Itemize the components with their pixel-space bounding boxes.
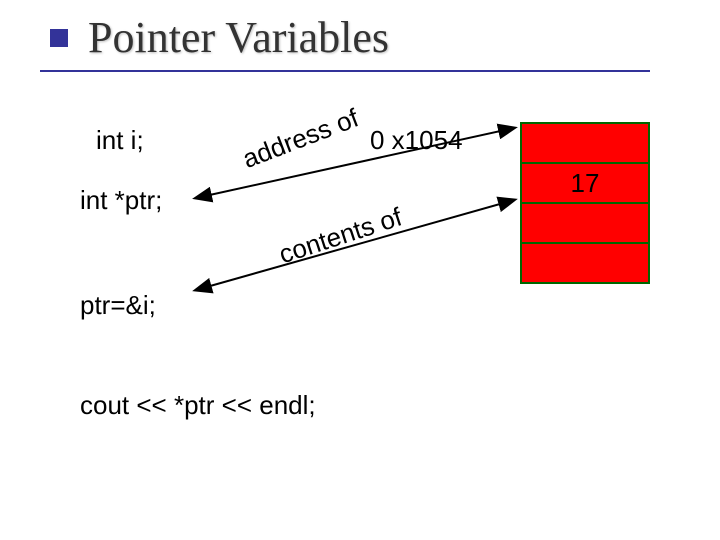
code-int-i: int i; [96,125,144,156]
code-int-ptr: int *ptr; [80,185,162,216]
title-bullet [50,29,68,47]
title-underline [40,70,650,72]
memory-cell [520,122,650,164]
code-cout: cout << *ptr << endl; [80,390,316,421]
memory-cell [520,202,650,244]
address-hex: 0 x1054 [370,125,463,156]
arrow-address-of [196,128,514,198]
memory-cells: 17 [520,122,650,282]
memory-cell [520,242,650,284]
label-address-of: address of [238,103,362,175]
title-row: Pointer Variables [50,12,389,63]
memory-cell-value: 17 [520,162,650,204]
slide-title: Pointer Variables [88,12,389,63]
label-contents-of: contents of [275,201,406,270]
code-ptr-assign: ptr=&i; [80,290,156,321]
